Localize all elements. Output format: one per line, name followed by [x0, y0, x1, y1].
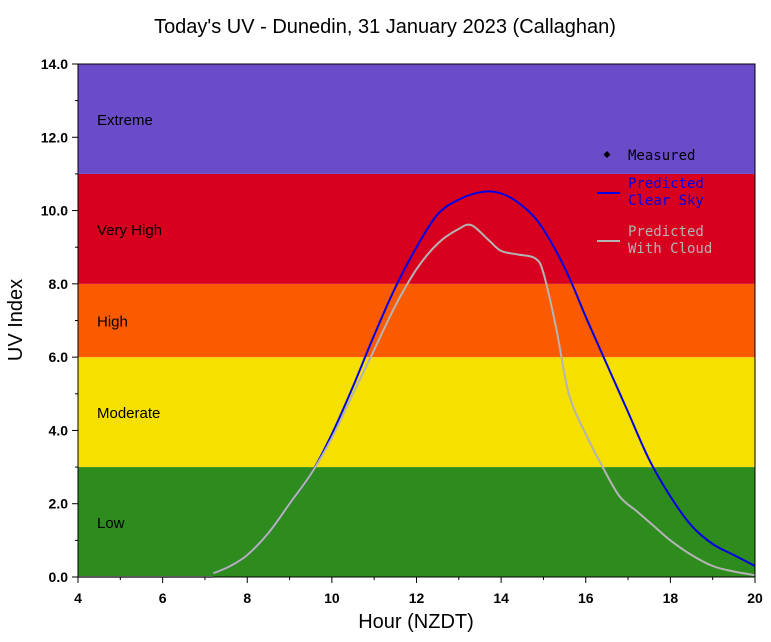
- x-tick-label: 12: [409, 590, 425, 606]
- chart-title: Today's UV - Dunedin, 31 January 2023 (C…: [154, 16, 616, 38]
- y-axis-label: UV Index: [5, 279, 27, 361]
- band-label-extreme: Extreme: [97, 112, 153, 129]
- band-labels: Low Moderate High Very High Extreme: [97, 112, 162, 532]
- x-axis: 4 6 8 10 12 14 16 18 20: [74, 577, 763, 606]
- band-extreme: [78, 64, 755, 174]
- band-label-high: High: [97, 314, 128, 331]
- x-axis-label: Hour (NZDT): [358, 611, 474, 633]
- y-tick-label: 12.0: [41, 129, 68, 145]
- y-tick-label: 4.0: [49, 422, 69, 438]
- y-axis: 0.0 2.0 4.0 6.0 8.0 10.0 12.0 14.0: [41, 56, 78, 585]
- legend-label-predicted-clear-sky: Predicted: [628, 176, 704, 192]
- band-label-moderate: Moderate: [97, 405, 160, 422]
- y-tick-label: 0.0: [49, 569, 69, 585]
- legend-label-measured: Measured: [628, 148, 695, 164]
- x-tick-label: 10: [324, 590, 340, 606]
- band-label-low: Low: [97, 515, 125, 532]
- legend-label-predicted-with-cloud: With Cloud: [628, 241, 712, 257]
- uv-bands: [78, 64, 755, 577]
- x-tick-label: 6: [159, 590, 167, 606]
- x-tick-label: 20: [747, 590, 763, 606]
- x-tick-label: 8: [243, 590, 251, 606]
- x-tick-label: 18: [663, 590, 679, 606]
- legend-marker-measured: [603, 151, 611, 158]
- legend-label-predicted-clear-sky: Clear Sky: [628, 193, 704, 209]
- band-very-high: [78, 173, 755, 284]
- legend-label-predicted-with-cloud: Predicted: [628, 224, 704, 240]
- y-tick-label: 6.0: [49, 349, 69, 365]
- x-tick-label: 4: [74, 590, 82, 606]
- y-tick-label: 2.0: [49, 496, 69, 512]
- series-line-predicted-with-cloud: [213, 223, 756, 577]
- x-tick-label: 16: [578, 590, 594, 606]
- band-high: [78, 283, 755, 358]
- y-tick-label: 8.0: [49, 276, 69, 292]
- band-label-very-high: Very High: [97, 222, 162, 239]
- x-tick-label: 14: [493, 590, 509, 606]
- band-moderate: [78, 357, 755, 468]
- y-tick-label: 10.0: [41, 203, 68, 219]
- band-low: [78, 467, 755, 577]
- y-tick-label: 14.0: [41, 56, 68, 72]
